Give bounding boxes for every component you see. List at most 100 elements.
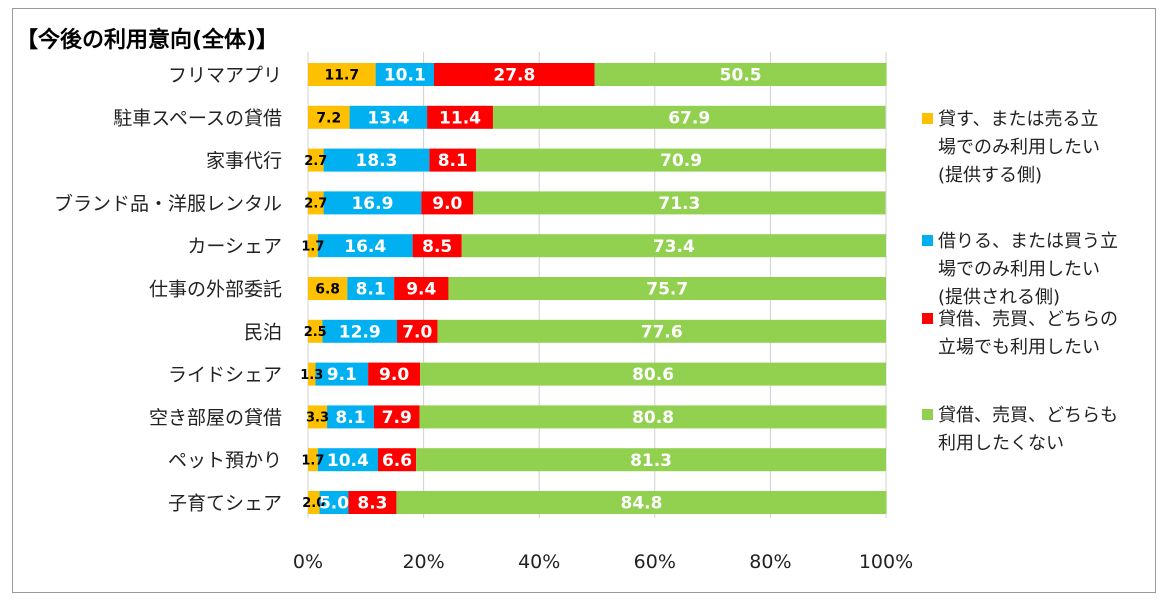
bar-segment (396, 491, 887, 514)
bar-segment (315, 362, 369, 386)
bar-segment (461, 234, 886, 258)
bar-segment (397, 319, 438, 343)
x-tick-label: 20% (402, 551, 444, 573)
x-tick-label: 80% (749, 551, 791, 573)
category-label: フリマアプリ (168, 65, 282, 87)
legend-entry-text: 場でのみ利用したい (938, 137, 1100, 158)
x-tick-label: 40% (518, 551, 560, 573)
bar-segment (434, 63, 595, 86)
x-axis-ticks: 0% 20% 40% 60% 80% 100% (293, 551, 913, 573)
data-label: 1.7 (301, 239, 324, 254)
x-tick-label: 100% (859, 551, 913, 573)
bar-segment (347, 277, 395, 300)
data-labels: 11.7 10.1 27.8 50.5 7.2 13.4 11.4 67.9 2.7 18.3 8.… (300, 66, 761, 514)
category-label: ペット預かり (168, 450, 282, 472)
bar-segment (412, 234, 462, 258)
data-label: 80.6 (632, 365, 674, 385)
bar-segment (308, 63, 376, 86)
data-label: 81.3 (630, 451, 672, 471)
data-label: 10.4 (327, 451, 369, 471)
data-label: 2.7 (304, 154, 327, 169)
data-label: 2.7 (304, 197, 327, 212)
data-label: 8.3 (357, 494, 387, 514)
bar-segment (394, 277, 449, 300)
bar-segment (368, 362, 421, 386)
category-label: カーシェア (187, 236, 282, 258)
legend-entry-text: 貸す、または売る立 (938, 109, 1099, 130)
bar-segment (308, 105, 350, 129)
data-label: 16.9 (351, 194, 393, 214)
bar-segment (427, 105, 493, 129)
data-label: 12.9 (339, 322, 381, 342)
bar-segment (373, 405, 420, 429)
data-label: 2.5 (304, 325, 327, 340)
data-label: 71.3 (658, 194, 700, 214)
bar-segment (322, 319, 398, 343)
data-label: 80.8 (632, 408, 674, 428)
category-label: ブランド品・洋服レンタル (54, 192, 282, 215)
bar-segment (421, 191, 474, 215)
category-labels: フリマアプリ駐車スペースの貸借家事代行ブランド品・洋服レンタルカーシェア仕事の外… (54, 65, 282, 515)
data-label: 13.4 (367, 108, 409, 128)
legend-entry-text: (提供される側) (938, 287, 1060, 308)
data-label: 11.7 (325, 68, 360, 84)
bar-segment (308, 362, 316, 386)
data-label: 9.0 (432, 194, 462, 214)
legend-entry-text: 貸借、売買、どちらも (938, 405, 1118, 426)
bar-segment (419, 405, 887, 429)
bars (308, 63, 887, 514)
bar-segment (377, 448, 417, 472)
data-label: 6.8 (315, 282, 340, 298)
category-label: 民泊 (244, 321, 282, 343)
bar-segment (429, 148, 477, 172)
bar-segment (308, 148, 324, 172)
data-label: 11.4 (439, 108, 481, 128)
data-label: 6.6 (382, 451, 412, 471)
bar-segment (349, 105, 428, 129)
data-label: 18.3 (356, 151, 398, 171)
data-label: 7.0 (402, 322, 432, 342)
bar-segment (594, 63, 887, 86)
data-label: 84.8 (621, 494, 663, 514)
bar-segment (375, 63, 435, 86)
bar-segment (420, 362, 886, 386)
legend-entry-text: 立場でも利用したい (938, 337, 1100, 358)
bar-segment (348, 491, 397, 514)
bar-segment (308, 277, 348, 300)
data-label: 8.1 (438, 151, 468, 171)
data-label: 1.7 (301, 453, 324, 468)
category-label: 駐車スペースの貸借 (113, 107, 282, 129)
bar-segment (323, 148, 430, 172)
category-label: 空き部屋の貸借 (149, 407, 282, 429)
bar-segment (323, 191, 422, 215)
legend-entry-text: 貸借、売買、どちらの (938, 309, 1118, 330)
bar-segment (327, 405, 374, 429)
legend-swatch (922, 113, 933, 124)
legend-entry-text: 場でのみ利用したい (938, 259, 1100, 280)
bar-segment (308, 491, 320, 514)
data-label: 7.2 (316, 110, 341, 126)
bar-segment (492, 105, 886, 129)
data-label: 8.1 (356, 280, 386, 300)
x-tick-label: 60% (634, 551, 676, 573)
bar-segment (317, 448, 378, 472)
x-tick-label: 0% (293, 551, 323, 573)
data-label: 3.3 (306, 411, 329, 426)
bar-segment (308, 405, 328, 429)
legend-entry-text: (提供する側) (938, 165, 1042, 186)
data-label: 9.1 (327, 365, 357, 385)
legend-swatch (922, 235, 933, 246)
bar-segment (308, 448, 318, 472)
legend-entry-text: 利用したくない (938, 433, 1064, 454)
data-label: 1.3 (300, 368, 323, 383)
category-label: 仕事の外部委託 (149, 279, 282, 301)
data-label: 10.1 (384, 66, 426, 86)
bar-segment (319, 491, 349, 514)
data-label: 50.5 (720, 66, 762, 86)
category-label: 家事代行 (206, 150, 282, 172)
data-label: 77.6 (641, 322, 683, 342)
data-label: 67.9 (668, 108, 710, 128)
bar-segment (448, 277, 886, 300)
